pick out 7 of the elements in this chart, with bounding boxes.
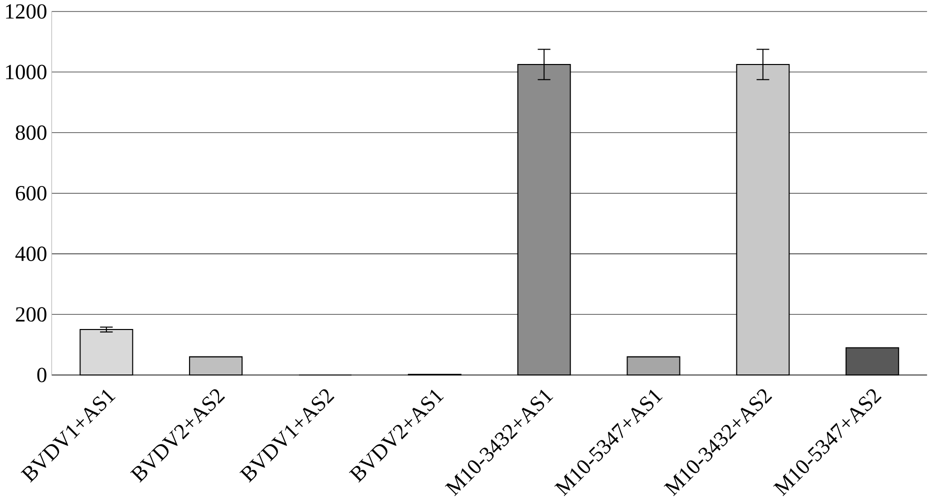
y-tick-label: 400 — [15, 246, 46, 262]
y-tick-label: 0 — [37, 368, 46, 382]
y-tick-label: 800 — [16, 126, 46, 140]
y-tick-label: 1000 — [6, 64, 46, 80]
y-tick-label: 200 — [16, 307, 46, 322]
y-tick-label: 600 — [16, 186, 46, 201]
y-tick-label: 1200 — [6, 4, 46, 19]
